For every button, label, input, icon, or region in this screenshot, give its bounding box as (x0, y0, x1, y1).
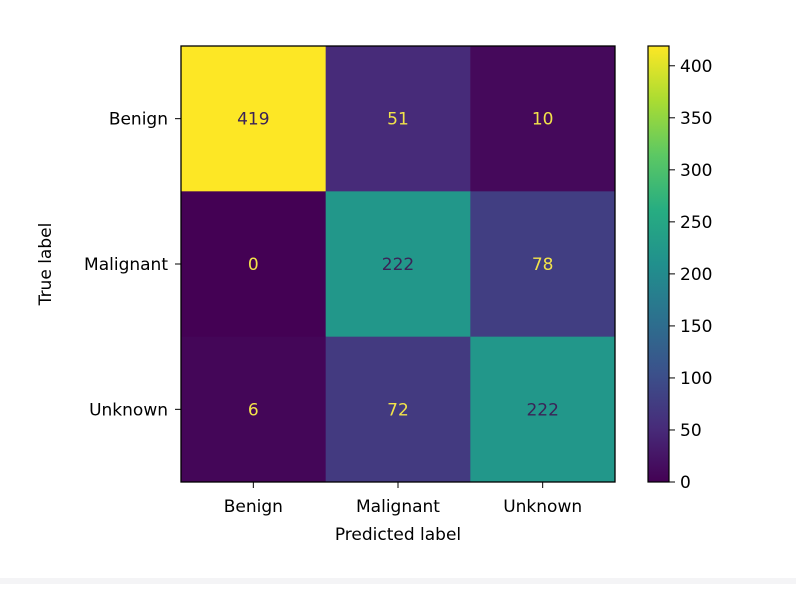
cell-value-label: 419 (237, 110, 269, 130)
cell-value-label: 222 (526, 400, 558, 420)
cell-value-labels: 419 51 10 0 222 78 6 72 222 (237, 110, 559, 421)
colorbar (647, 45, 670, 483)
cell-value-label: 51 (387, 110, 409, 130)
colorbar-tick-label: 150 (680, 317, 712, 337)
colorbar-tick-label: 350 (680, 109, 712, 129)
x-tick-label: Unknown (503, 497, 582, 517)
y-tick-label: Malignant (84, 255, 168, 275)
y-axis-ticks: Benign Malignant Unknown (84, 110, 181, 420)
cell-value-label: 72 (387, 400, 409, 420)
heatmap-cell (181, 191, 327, 338)
heatmap-cell (181, 46, 327, 192)
colorbar-tick-label: 250 (680, 213, 712, 233)
heatmap-cell (181, 336, 327, 483)
heatmap-cell (470, 191, 616, 338)
x-axis-ticks: Benign Malignant Unknown (224, 482, 582, 517)
heatmap-cell (325, 336, 471, 483)
colorbar-tick-label: 50 (680, 421, 702, 441)
colorbar-ticks: 0 50 100 150 200 250 300 350 400 (669, 57, 712, 493)
colorbar-tick-label: 400 (680, 57, 712, 77)
heatmap-cell (325, 46, 471, 192)
y-tick-label: Benign (109, 110, 168, 130)
heatmap-cell (470, 46, 616, 192)
x-tick-label: Benign (224, 497, 283, 517)
cell-value-label: 222 (382, 255, 414, 275)
x-axis-label: Predicted label (335, 525, 461, 545)
bottom-strip (0, 578, 796, 584)
cell-value-label: 0 (248, 255, 259, 275)
cell-value-label: 78 (532, 255, 554, 275)
colorbar-tick-label: 0 (680, 473, 691, 493)
colorbar-tick-label: 100 (680, 369, 712, 389)
x-tick-label: Malignant (356, 497, 440, 517)
heatmap-cell (470, 336, 616, 483)
colorbar-tick-label: 200 (680, 265, 712, 285)
colorbar-tick-label: 300 (680, 161, 712, 181)
y-axis-label: True label (36, 223, 56, 307)
cell-value-label: 10 (532, 110, 554, 130)
cell-value-label: 6 (248, 400, 259, 420)
y-tick-label: Unknown (89, 400, 168, 420)
heatmap-cells (181, 46, 616, 483)
heatmap-cell (325, 191, 471, 338)
